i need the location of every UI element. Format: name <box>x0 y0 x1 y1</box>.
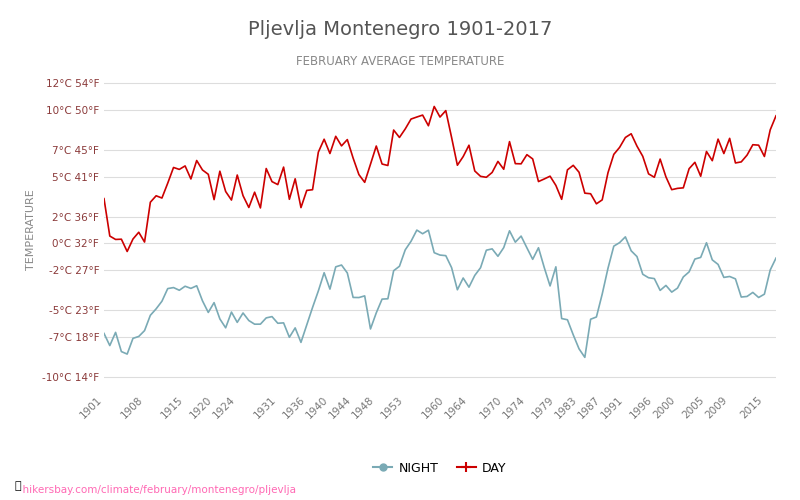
Legend: NIGHT, DAY: NIGHT, DAY <box>369 457 511 480</box>
Text: FEBRUARY AVERAGE TEMPERATURE: FEBRUARY AVERAGE TEMPERATURE <box>296 55 504 68</box>
Text: Pljevlja Montenegro 1901-2017: Pljevlja Montenegro 1901-2017 <box>248 20 552 39</box>
Text: 📍: 📍 <box>14 481 21 491</box>
Y-axis label: TEMPERATURE: TEMPERATURE <box>26 190 37 270</box>
Text: hikersbay.com/climate/february/montenegro/pljevlja: hikersbay.com/climate/february/montenegr… <box>16 485 296 495</box>
